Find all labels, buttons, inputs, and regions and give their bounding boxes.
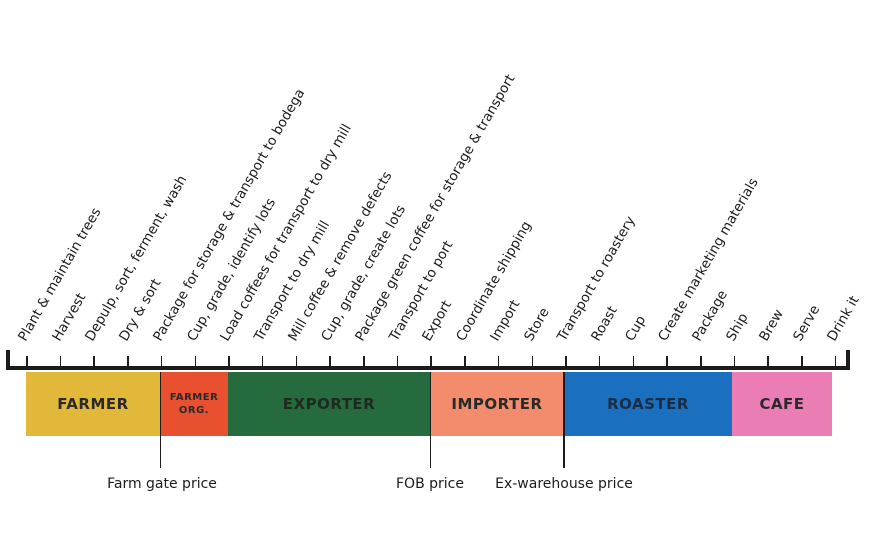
- stage-label: FARMER ORG.: [169, 392, 219, 416]
- stage-importer: IMPORTER: [430, 372, 564, 436]
- timeline-tick: [93, 356, 95, 366]
- timeline-bar: [6, 366, 850, 370]
- timeline-tick: [329, 356, 331, 366]
- stage-farmer-org: FARMER ORG.: [160, 372, 228, 436]
- fob-price-line: [429, 372, 431, 468]
- step-label: Cup: [621, 312, 649, 344]
- timeline-tick: [26, 356, 28, 366]
- timeline-tick: [531, 356, 533, 366]
- step-label: Roast: [587, 303, 621, 344]
- timeline-start-cap: [6, 350, 10, 370]
- farm-gate-price-line: [159, 372, 161, 468]
- stage-label: FARMER: [57, 395, 129, 413]
- stage-cafe: CAFE: [732, 372, 832, 436]
- stage-label: IMPORTER: [451, 395, 543, 413]
- stage-label: CAFE: [759, 395, 805, 413]
- timeline-tick: [666, 356, 668, 366]
- stage-label: ROASTER: [607, 395, 689, 413]
- step-label: Export: [419, 297, 456, 344]
- timeline-tick: [127, 356, 129, 366]
- timeline-tick: [295, 356, 298, 366]
- timeline-tick: [396, 356, 399, 366]
- timeline-tick: [59, 356, 62, 366]
- timeline-tick: [733, 356, 736, 366]
- timeline-tick: [801, 356, 803, 366]
- timeline-tick: [194, 356, 196, 366]
- ex-warehouse-price-line: [563, 372, 565, 468]
- timeline-tick: [767, 356, 769, 366]
- timeline-tick: [497, 356, 500, 366]
- ex-warehouse-price-label: Ex-warehouse price: [495, 476, 633, 492]
- timeline-tick: [228, 356, 230, 366]
- farm-gate-price-label: Farm gate price: [107, 476, 217, 492]
- step-label: Drink it: [823, 293, 863, 344]
- timeline-tick: [430, 356, 432, 366]
- fob-price-label: FOB price: [396, 476, 464, 492]
- step-label: Import: [486, 297, 524, 344]
- timeline-tick: [834, 356, 837, 366]
- timeline-tick: [632, 356, 635, 366]
- stage-label: EXPORTER: [282, 395, 376, 413]
- step-label: Store: [520, 305, 553, 344]
- stage-exporter: EXPORTER: [228, 372, 430, 436]
- timeline-tick: [363, 356, 365, 366]
- step-label: Ship: [722, 310, 752, 344]
- step-label: Serve: [790, 302, 824, 344]
- timeline-tick: [700, 356, 702, 366]
- timeline-tick: [464, 356, 466, 366]
- timeline-tick: [598, 356, 601, 366]
- stage-roaster: ROASTER: [564, 372, 732, 436]
- timeline-tick: [160, 356, 163, 366]
- timeline-end-cap: [846, 350, 850, 370]
- stage-farmer: FARMER: [26, 372, 160, 436]
- step-label: Brew: [756, 306, 788, 344]
- timeline-tick: [261, 356, 264, 366]
- timeline-tick: [565, 356, 567, 366]
